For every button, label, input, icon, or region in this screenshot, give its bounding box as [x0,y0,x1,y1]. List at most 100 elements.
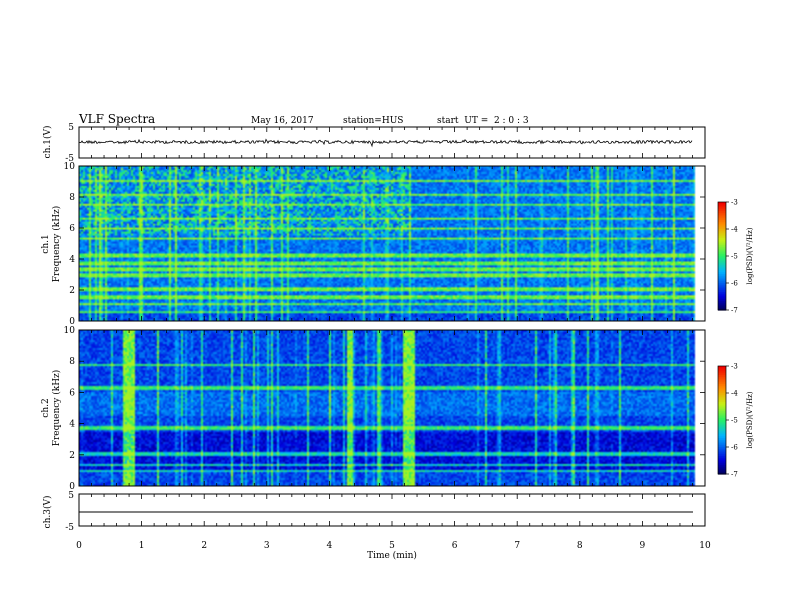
colorbar-segment [718,207,726,210]
colorbar-segment [718,270,726,273]
colorbar-segment [718,456,726,459]
colorbar-segment [718,274,726,277]
colorbar-segment [718,277,726,280]
colorbar-segment [718,230,726,234]
colorbar-segment [718,209,726,212]
ch2-spectrogram-image [79,330,705,486]
colorbar-segment [718,441,726,444]
y-tick-label: 2 [69,451,75,461]
x-tick-label: 2 [201,541,207,551]
colorbar-segment [718,283,726,286]
colorbar-tick-label: -5 [731,417,738,425]
colorbar-segment [718,225,726,228]
colorbar-segment [718,297,726,300]
colorbar-segment [718,268,726,271]
x-tick-label: 10 [699,541,711,551]
colorbar-segment [718,470,726,473]
colorbar-segment [718,414,726,417]
colorbar-segment [718,257,726,261]
colorbar-segment [718,290,726,293]
colorbar-segment [718,468,726,471]
y-tick-label: 2 [69,286,75,296]
colorbar-segment [718,472,726,475]
colorbar-segment [718,265,726,268]
colorbar-segment [718,466,726,470]
x-tick-label: 7 [514,541,520,551]
colorbar-segment [718,203,726,207]
colorbar-segment [718,220,726,223]
colorbar-segment [718,432,726,435]
ch1-spectrogram-yticks: 0 2 4 6 8 10 [64,162,705,327]
y-tick-label: 4 [69,255,75,265]
colorbar-segment [718,425,726,428]
colorbar-segment [718,394,726,398]
colorbar-segment [718,252,726,255]
ch1-waveform-panel: 5 -5 ch.1(V) [42,123,706,164]
y-tick-label: 4 [69,420,75,430]
ch1-waveform-line [78,138,693,148]
colorbar-segment [718,279,726,282]
colorbar-segment [718,447,726,450]
ch1-frequency-label: Frequency (kHz) [51,206,62,283]
colorbar-tick-label: -6 [731,280,738,288]
ch1-spectrogram-image [79,166,705,321]
colorbar-tick-label: -4 [731,390,738,398]
colorbar-segment [718,275,726,279]
colorbar-tick-label: -7 [731,307,738,315]
colorbar-segment [718,382,726,385]
colorbar-segment [718,378,726,381]
colorbar-segment [718,292,726,295]
colorbar-segment [718,421,726,425]
colorbar-segment [718,402,726,405]
colorbar-segment [718,223,726,226]
colorbar-segment [718,448,726,452]
colorbar-segment [718,376,726,380]
colorbar-segment [718,232,726,235]
colorbar-segment [718,418,726,421]
colorbar-segment [718,259,726,262]
y-tick-label: 8 [69,357,75,367]
y-tick-label: 10 [64,326,76,336]
colorbar-segment [718,281,726,284]
colorbar-tick-label: -4 [731,226,738,234]
ch2-spectrogram-xticks [78,330,706,486]
colorbar-segment [718,457,726,461]
colorbar-segment [718,366,726,369]
ch2-frequency-label: Frequency (kHz) [51,370,62,447]
colorbar-segment [718,229,726,232]
colorbar-segment [718,286,726,289]
colorbar-segment [718,211,726,214]
colorbar-segment [718,429,726,432]
colorbar-segment [718,445,726,448]
colorbar-segment [718,250,726,253]
colorbar-segment [718,389,726,392]
colorbar-segment [718,373,726,376]
colorbar-segment [718,301,726,304]
x-tick-label: 1 [139,541,145,551]
colorbar-segment [718,387,726,390]
colorbar-segment [718,459,726,462]
colorbar-segment [718,261,726,264]
colorbar-segment [718,454,726,457]
colorbar-segment [718,371,726,374]
y-tick-label: 8 [69,193,75,203]
colorbar-segment [718,461,726,464]
colorbar-segment [718,227,726,230]
colorbar-segment [718,221,726,225]
colorbar-segment [718,308,726,311]
x-tick-label: 4 [327,541,333,551]
colorbar-segment [718,369,726,372]
colorbar-segment [718,234,726,237]
ch1-spectrogram-panel: 0 2 4 6 8 10 ch.1 Frequency (kHz) [41,162,706,327]
colorbar-segment [718,416,726,419]
colorbar-segment [718,367,726,371]
colorbar-segment [718,412,726,416]
ch1-ytick-top: 5 [68,123,74,133]
colorbar-segment [718,452,726,455]
colorbar-segment [718,450,726,453]
colorbar-segment [718,263,726,266]
colorbar-segment [718,299,726,302]
y-tick-label: 0 [69,317,75,327]
colorbar-segment [718,407,726,410]
colorbar-segment [718,380,726,383]
